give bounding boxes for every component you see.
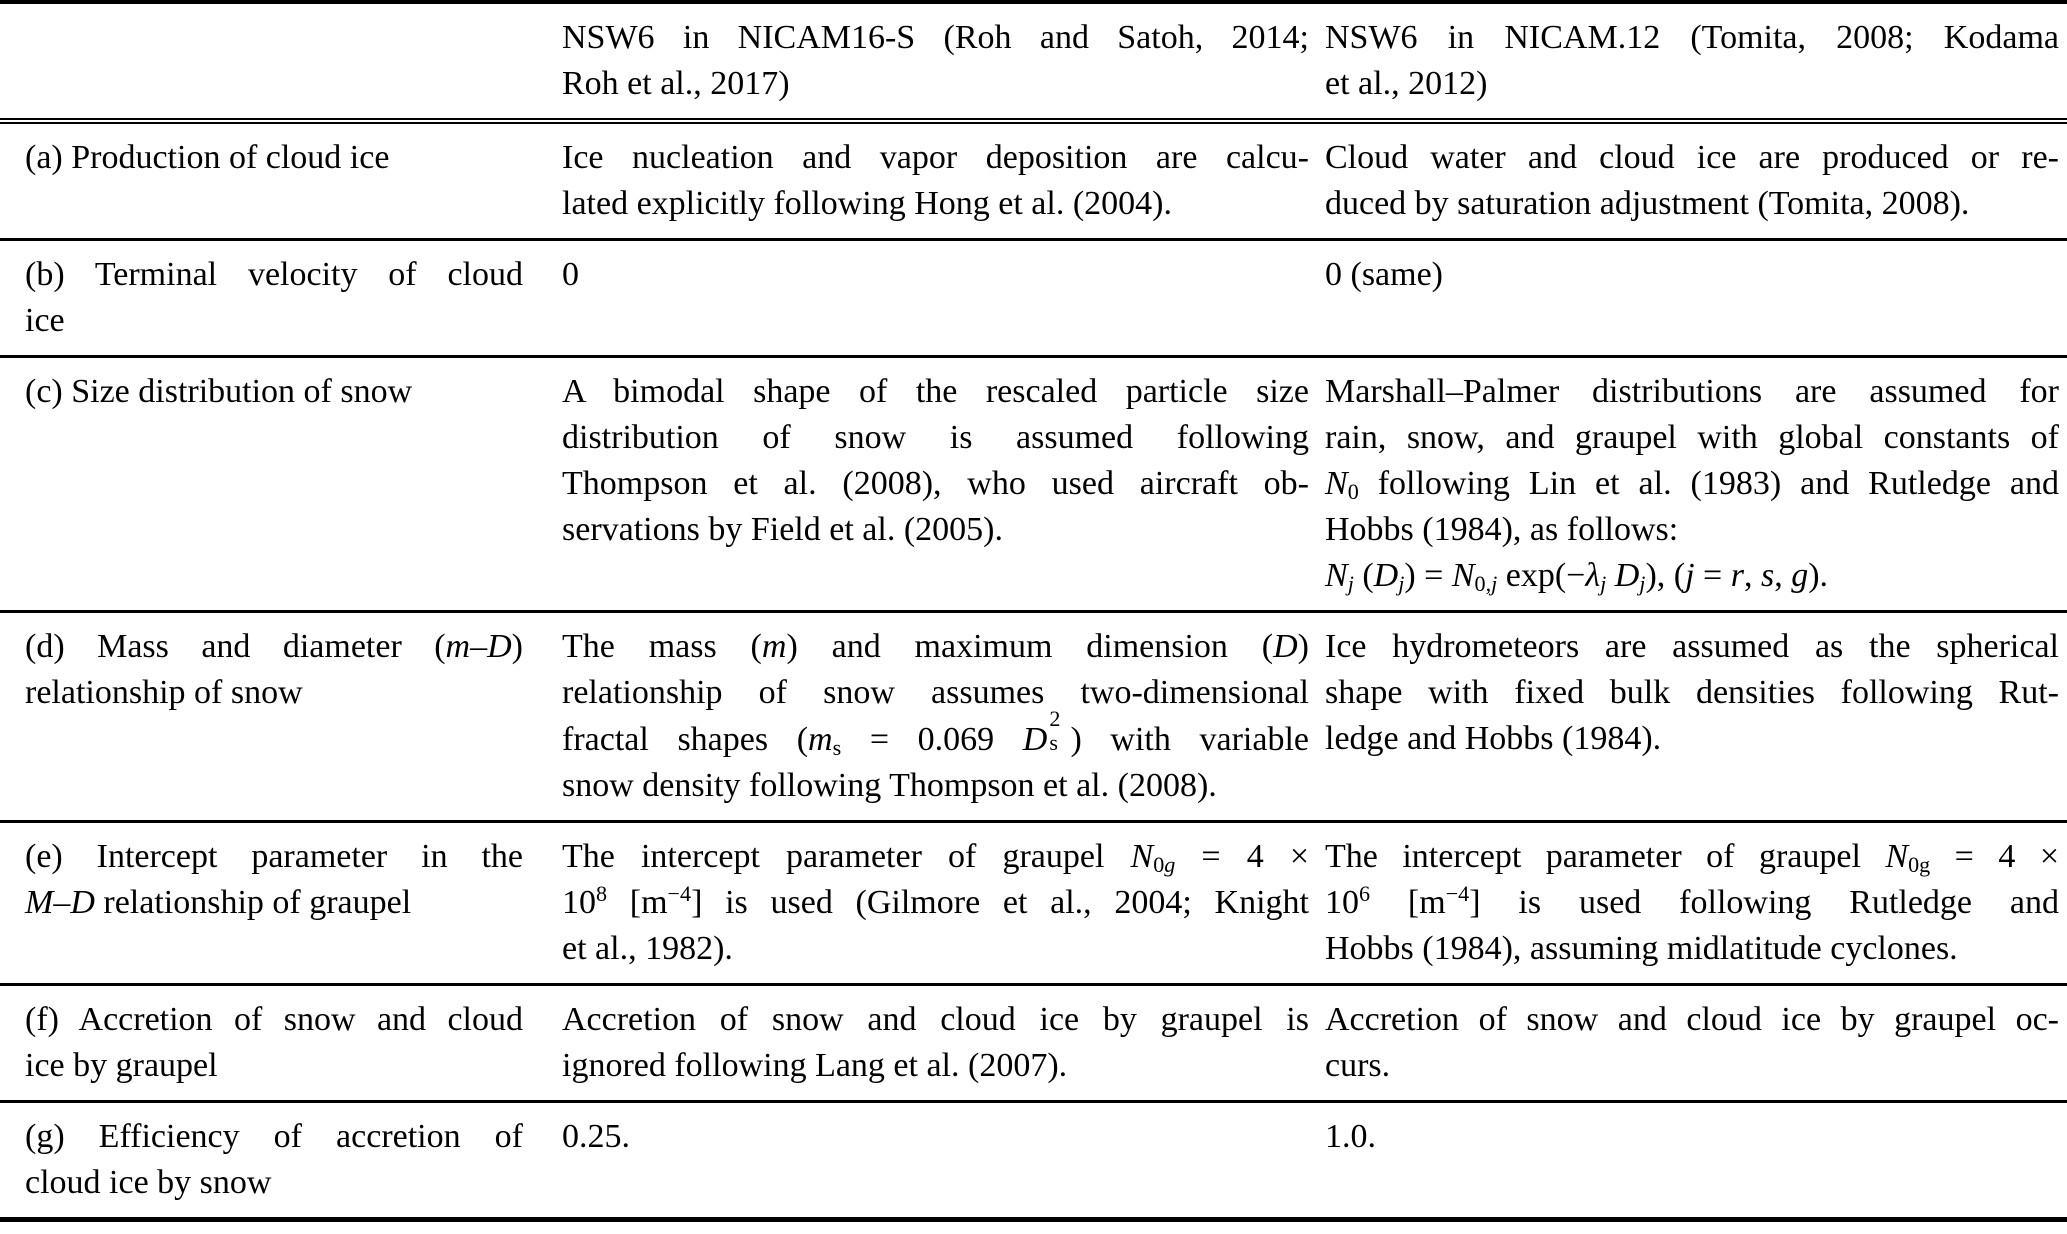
table-header-row: NSW6 in NICAM16-S (Roh and Satoh, 2014; R…	[0, 4, 2067, 124]
row-label-cell: (d) Mass and diameter (m–D) relationship …	[25, 628, 523, 711]
table-row-e: (e) Intercept parameter in the M–D relati…	[0, 823, 2067, 986]
header-corner-cell	[0, 4, 545, 118]
nicam12-cell: The intercept parameter of graupel N0g =…	[1325, 838, 2059, 967]
nicam16s-cell: Accretion of snow and cloud ice by graup…	[562, 1001, 1309, 1084]
row-label-cell: (g) Efficiency of accretion of cloud ice …	[25, 1118, 523, 1201]
nicam12-cell: Accretion of snow and cloud ice by graup…	[1325, 1001, 2059, 1084]
header-nicam12-cell: NSW6 in NICAM.12 (Tomita, 2008; Kodama et…	[1325, 19, 2059, 102]
nicam12-cell: Ice hydrometeors are assumed as the sphe…	[1325, 628, 2059, 757]
nicam16s-cell: 0.25.	[562, 1118, 630, 1155]
nicam12-cell: Cloud water and cloud ice are produced o…	[1325, 139, 2059, 222]
nicam12-cell: Marshall–Palmer distributions are assume…	[1325, 373, 2059, 596]
nicam16s-cell: The mass (m) and maximum dimension (D) re…	[562, 628, 1309, 804]
nicam16s-cell: A bimodal shape of the rescaled particle…	[562, 373, 1309, 548]
row-label-cell: (b) Terminal velocity of cloud ice	[25, 256, 523, 339]
table-row-d: (d) Mass and diameter (m–D) relationship …	[0, 613, 2067, 823]
table-row-f: (f) Accretion of snow and cloud ice by gr…	[0, 986, 2067, 1103]
nicam12-cell: 1.0.	[1325, 1118, 1376, 1155]
table-row-b: (b) Terminal velocity of cloud ice 0 0 (s…	[0, 241, 2067, 358]
table-row-g: (g) Efficiency of accretion of cloud ice …	[0, 1103, 2067, 1217]
table-row-c: (c) Size distribution of snow A bimodal …	[0, 358, 2067, 613]
nicam16s-cell: The intercept parameter of graupel N0g =…	[562, 838, 1309, 967]
header-nicam16s-cell: NSW6 in NICAM16-S (Roh and Satoh, 2014; R…	[562, 19, 1309, 102]
row-label-cell: (c) Size distribution of snow	[25, 373, 413, 410]
row-label-cell: (f) Accretion of snow and cloud ice by gr…	[25, 1001, 523, 1084]
nicam12-cell: 0 (same)	[1325, 256, 1444, 293]
row-label-cell: (a) Production of cloud ice	[25, 139, 390, 176]
table-row-a: (a) Production of cloud ice Ice nucleati…	[0, 124, 2067, 241]
row-label-cell: (e) Intercept parameter in the M–D relati…	[25, 838, 523, 921]
nicam16s-cell: 0	[562, 256, 579, 293]
nicam16s-cell: Ice nucleation and vapor deposition are …	[562, 139, 1309, 222]
